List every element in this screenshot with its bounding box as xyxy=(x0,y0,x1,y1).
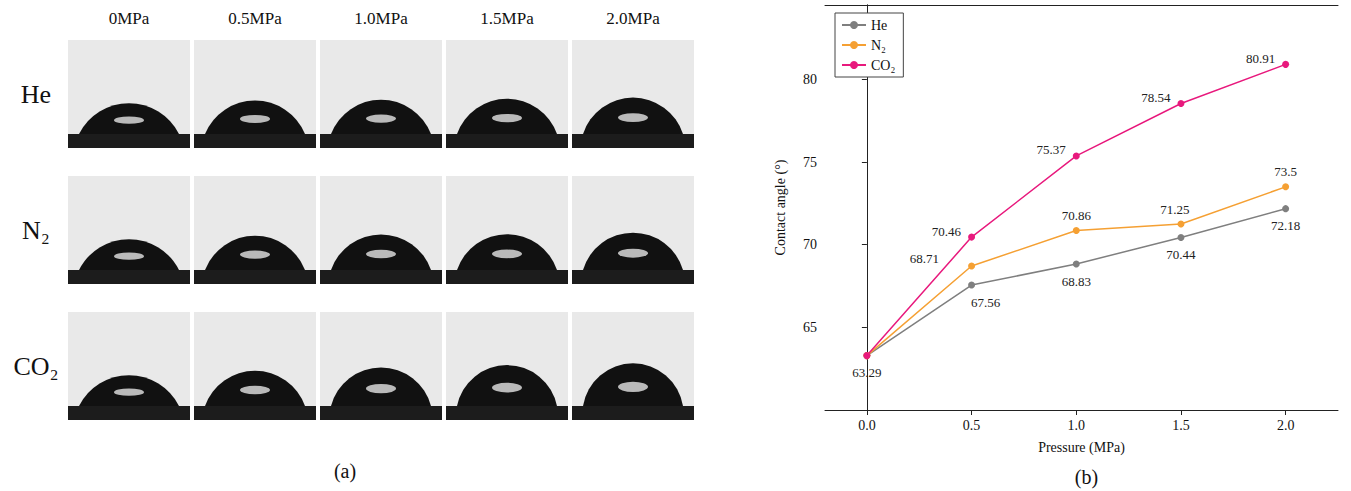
svg-text:71.25: 71.25 xyxy=(1160,202,1189,217)
svg-text:75: 75 xyxy=(803,155,817,170)
svg-text:70.46: 70.46 xyxy=(932,224,962,239)
svg-text:N₂: N₂ xyxy=(871,38,886,53)
svg-text:72.18: 72.18 xyxy=(1271,218,1300,233)
svg-text:68.71: 68.71 xyxy=(910,251,939,266)
svg-text:Pressure (MPa): Pressure (MPa) xyxy=(1038,440,1125,456)
svg-text:(a): (a) xyxy=(334,460,356,483)
svg-text:70: 70 xyxy=(803,237,817,252)
svg-text:N₂: N₂ xyxy=(22,216,50,245)
svg-text:78.54: 78.54 xyxy=(1141,90,1171,105)
svg-text:2.0: 2.0 xyxy=(1277,418,1295,433)
svg-text:67.56: 67.56 xyxy=(971,295,1001,310)
svg-text:He: He xyxy=(871,18,887,33)
svg-text:75.37: 75.37 xyxy=(1037,142,1067,157)
svg-text:63.29: 63.29 xyxy=(852,365,881,380)
svg-text:He: He xyxy=(21,80,51,109)
svg-text:0.5MPa: 0.5MPa xyxy=(228,9,282,28)
svg-text:0.5: 0.5 xyxy=(963,418,981,433)
svg-text:1.0: 1.0 xyxy=(1068,418,1086,433)
svg-text:CO₂: CO₂ xyxy=(871,58,895,73)
svg-text:(b): (b) xyxy=(1075,466,1098,489)
svg-text:68.83: 68.83 xyxy=(1062,274,1091,289)
svg-text:1.5: 1.5 xyxy=(1172,418,1190,433)
svg-text:Contact angle (°): Contact angle (°) xyxy=(773,159,789,255)
svg-text:70.86: 70.86 xyxy=(1062,208,1092,223)
svg-text:CO₂: CO₂ xyxy=(13,352,58,381)
svg-text:1.5MPa: 1.5MPa xyxy=(480,9,534,28)
svg-text:73.5: 73.5 xyxy=(1274,164,1297,179)
svg-text:2.0MPa: 2.0MPa xyxy=(606,9,660,28)
svg-text:0MPa: 0MPa xyxy=(109,9,150,28)
svg-text:70.44: 70.44 xyxy=(1166,247,1196,262)
svg-text:80: 80 xyxy=(803,72,817,87)
svg-text:0.0: 0.0 xyxy=(858,418,876,433)
svg-text:80.91: 80.91 xyxy=(1246,51,1275,66)
svg-text:1.0MPa: 1.0MPa xyxy=(354,9,408,28)
svg-text:65: 65 xyxy=(803,320,817,335)
